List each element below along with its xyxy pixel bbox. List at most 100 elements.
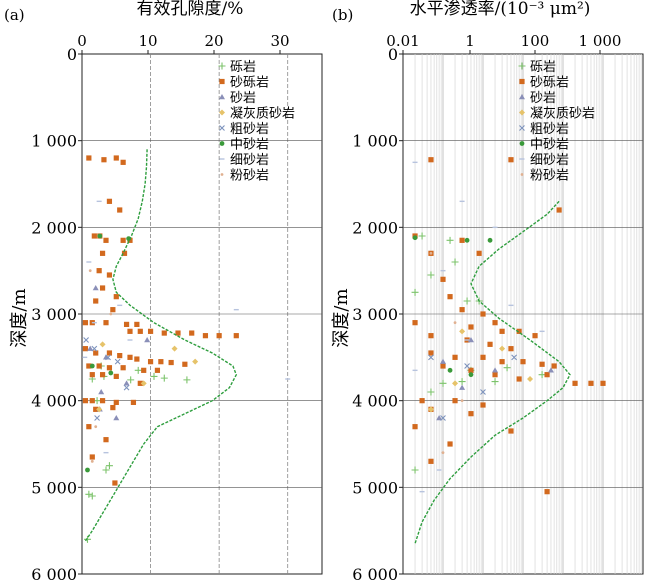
legend-label-a: 细砂岩	[230, 153, 269, 168]
data-point-b	[467, 337, 474, 343]
legend-label-a: 凝灰质砂岩	[230, 106, 295, 122]
data-point-a	[144, 337, 151, 343]
data-point-b	[411, 466, 419, 474]
legend-marker-a	[219, 141, 225, 146]
data-point-a	[171, 345, 178, 352]
data-point-b	[544, 489, 550, 495]
data-point-b	[492, 320, 498, 326]
data-point-b	[492, 372, 498, 378]
y-tick-label-b: 6 000	[352, 565, 398, 583]
y-tick-label-a: 3 000	[31, 305, 77, 324]
legend-label-a: 砂砾岩	[230, 76, 269, 91]
x-tick-label-b: 100	[521, 32, 550, 50]
data-point-b	[600, 380, 606, 386]
data-point-b	[412, 424, 418, 430]
data-point-a	[175, 330, 181, 336]
data-point-b	[491, 378, 499, 386]
data-point-b	[480, 354, 486, 360]
x-tick-label-a: 10	[138, 32, 157, 50]
data-point-b	[427, 271, 435, 279]
y-tick-label-a: 4 000	[31, 392, 77, 411]
data-point-b	[452, 398, 458, 404]
data-point-b	[412, 235, 418, 241]
data-point-a	[113, 399, 119, 405]
data-point-a	[140, 380, 147, 387]
x-axis-title-b: 水平渗透率/(10⁻³ μm²)	[410, 0, 591, 19]
data-point-b	[411, 288, 419, 296]
data-point-b	[572, 380, 578, 386]
data-point-a	[123, 321, 130, 327]
data-point-b	[460, 399, 464, 403]
legend-marker-b	[520, 173, 524, 176]
legend-label-b: 粗砂岩	[530, 122, 569, 137]
data-point-b	[428, 350, 434, 356]
data-point-b	[447, 367, 453, 373]
data-point-a	[83, 337, 90, 343]
data-point-a	[127, 376, 135, 384]
data-point-b	[551, 363, 557, 369]
data-point-b	[480, 402, 486, 408]
data-point-b	[468, 411, 474, 417]
data-point-a	[106, 198, 113, 204]
data-point-b	[508, 157, 514, 163]
data-point-b	[463, 297, 471, 305]
data-point-b	[440, 358, 446, 364]
data-point-a	[103, 237, 109, 243]
panel-a: (a) 有效孔隙度/% 深度/m 0 10 20 30 0 1 000 2 000 3 000…	[4, 0, 323, 583]
data-point-a	[96, 406, 103, 413]
data-point-b	[451, 258, 459, 266]
y-tick-label-b: 5 000	[352, 478, 398, 497]
panel-label-a: (a)	[4, 6, 25, 24]
x-tick-label-b: 0.01	[386, 32, 419, 50]
data-point-a	[137, 380, 143, 386]
legend-label-b: 砂砾岩	[530, 76, 569, 91]
data-point-a	[150, 372, 158, 380]
data-point-a	[113, 373, 119, 379]
data-point-b	[499, 359, 505, 365]
data-point-a	[158, 359, 164, 365]
legend-marker-a	[219, 78, 225, 85]
data-point-b	[556, 207, 562, 213]
data-point-b	[436, 415, 443, 421]
data-point-a	[93, 350, 99, 356]
data-point-a	[92, 285, 99, 291]
data-point-a	[93, 406, 99, 412]
data-point-a	[137, 328, 143, 334]
data-point-a	[154, 367, 161, 373]
data-point-b	[508, 346, 514, 352]
data-point-a	[117, 207, 123, 213]
data-point-a	[91, 345, 98, 352]
x-tick-label-a: 0	[77, 32, 87, 50]
data-point-a	[113, 415, 120, 421]
data-point-a	[96, 363, 102, 369]
legend-marker-a	[219, 94, 225, 100]
data-point-b	[499, 328, 505, 334]
panel-b: (b) 水平渗透率/(10⁻³ μm²) 深度/m 0.01 1 100 1 000 0…	[331, 0, 644, 583]
data-point-b	[447, 294, 453, 300]
y-tick-label-a: 1 000	[31, 132, 77, 151]
data-point-a	[192, 358, 199, 365]
data-point-b	[428, 354, 434, 361]
data-point-b	[468, 324, 474, 330]
data-point-a	[127, 354, 133, 360]
data-point-a	[113, 155, 119, 161]
data-point-b	[429, 251, 433, 255]
data-point-b	[480, 311, 486, 317]
data-point-b	[439, 379, 447, 387]
data-point-b	[459, 237, 465, 243]
data-point-b	[544, 372, 550, 378]
data-point-a	[89, 363, 95, 369]
x-tick-label-a: 30	[270, 32, 289, 50]
data-point-b	[428, 157, 434, 163]
data-point-a	[216, 333, 222, 339]
data-point-b	[532, 333, 538, 339]
data-point-a	[89, 372, 95, 378]
data-point-a	[106, 272, 113, 278]
data-point-a	[87, 345, 94, 351]
data-point-a	[123, 380, 130, 386]
x-tick-label-a: 20	[204, 32, 223, 50]
y-tick-label-a: 5 000	[31, 478, 77, 497]
data-point-b	[468, 367, 474, 373]
data-point-a	[120, 237, 126, 243]
data-point-b	[440, 415, 446, 421]
